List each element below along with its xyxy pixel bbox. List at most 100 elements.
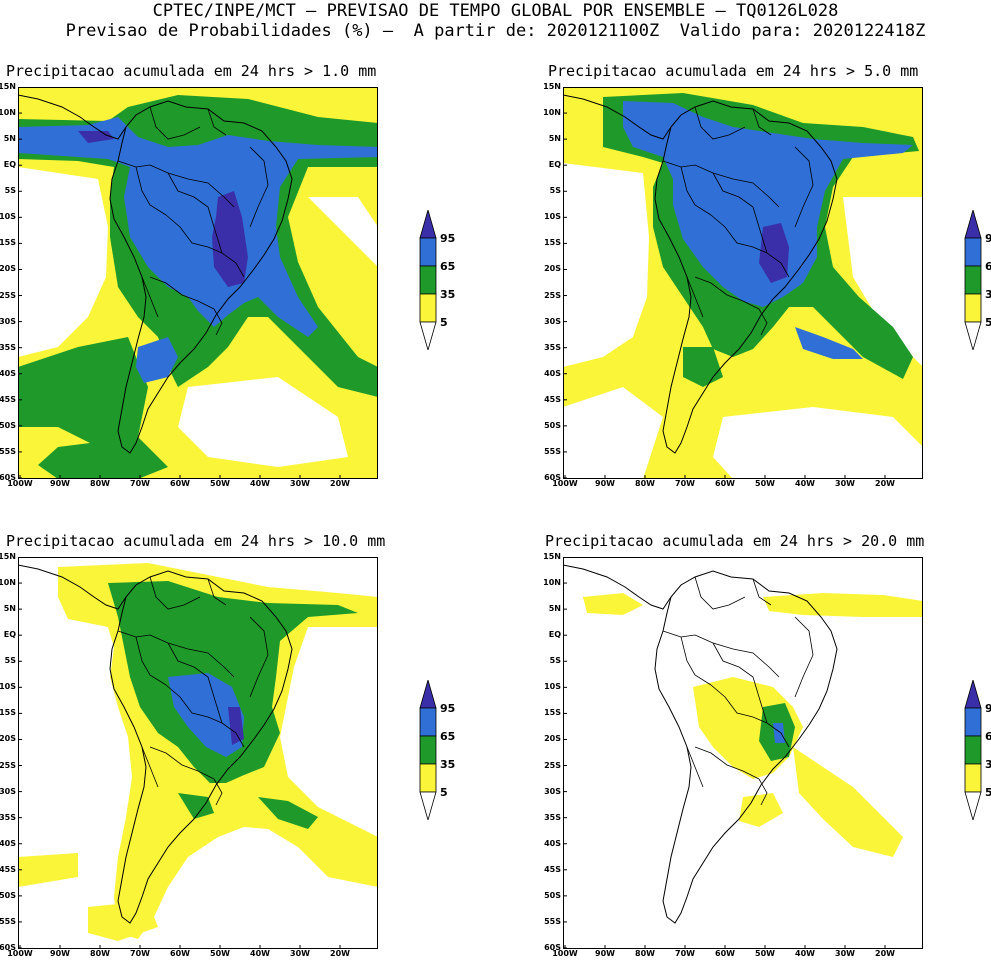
colorbar-label: 65 — [440, 730, 456, 743]
coastline — [654, 100, 838, 454]
lon-tick-label: 70W — [675, 479, 695, 488]
lon-tick-label: 30W — [290, 949, 310, 958]
lat-tick-label: 10N — [0, 108, 16, 118]
colorbar-graphic — [964, 678, 982, 822]
lat-tick-label: 35S — [0, 342, 16, 352]
probability-area — [623, 101, 913, 307]
probability-area — [713, 407, 923, 479]
lat-tick-label: EQ — [548, 160, 561, 170]
country-border — [686, 276, 704, 318]
colorbar-graphic — [419, 208, 437, 352]
lon-tick-label: 80W — [635, 479, 655, 488]
lat-tick-label: 55S — [544, 446, 561, 456]
probability-area — [739, 793, 783, 827]
country-border — [213, 778, 223, 806]
colorbar-segment — [419, 293, 437, 323]
colorbar-segment — [419, 265, 437, 295]
coastline — [109, 570, 293, 924]
colorbar-segment — [964, 707, 982, 737]
country-border — [794, 616, 814, 698]
lon-tick-label: 30W — [290, 479, 310, 488]
lat-tick-label: 15S — [544, 708, 561, 718]
colorbar-label: 95 — [985, 702, 991, 715]
lat-tick-label: 20S — [0, 264, 16, 274]
colorbar-label: 35 — [440, 758, 456, 771]
lat-tick-label: 20S — [544, 264, 561, 274]
probability-map-10mm — [18, 557, 378, 979]
probability-map-20mm — [563, 557, 923, 979]
country-border — [167, 172, 223, 254]
colorbar-segment — [964, 293, 982, 323]
colorbar-segment — [419, 678, 437, 709]
lon-tick-label: 70W — [130, 479, 150, 488]
map-frame — [563, 557, 923, 949]
country-border — [117, 160, 189, 180]
probability-area — [108, 581, 358, 783]
central-america-coastline — [563, 564, 672, 610]
probability-area — [18, 853, 78, 887]
country-border — [662, 160, 734, 180]
lon-tick-label: 100W — [7, 479, 33, 488]
country-border — [766, 252, 790, 278]
colorbar-segment — [419, 763, 437, 793]
lat-tick-label: 20S — [0, 734, 16, 744]
probability-area — [563, 163, 649, 367]
colorbar-3: 95 65 35 5 — [418, 678, 478, 822]
lat-tick-label: 5N — [548, 604, 561, 614]
lon-tick-label: 90W — [595, 949, 615, 958]
figure-subtitle: Previsao de Probabilidades (%) – A parti… — [65, 21, 926, 41]
map-canvas — [18, 557, 378, 949]
probability-map-1mm — [18, 87, 378, 509]
colorbar-segment — [964, 208, 982, 239]
colorbar-segment — [964, 763, 982, 793]
lat-tick-label: EQ — [548, 630, 561, 640]
lon-tick-label: 30W — [835, 479, 855, 488]
lon-tick-label: 70W — [675, 949, 695, 958]
colorbar-segment — [964, 791, 982, 822]
lat-tick-label: 50S — [544, 890, 561, 900]
map-frame — [563, 87, 923, 479]
country-border — [732, 178, 780, 208]
lat-tick-label: EQ — [3, 630, 16, 640]
country-border — [686, 746, 704, 788]
panel-title-3: Precipitacao acumulada em 24 hrs > 10.0 … — [6, 532, 386, 550]
country-border — [662, 630, 734, 650]
map-canvas — [563, 87, 923, 479]
colorbar-label: 95 — [440, 702, 456, 715]
colorbar-segment — [419, 791, 437, 822]
lat-tick-label: 10S — [544, 682, 561, 692]
lon-tick-label: 70W — [130, 949, 150, 958]
lat-tick-label: 40S — [544, 368, 561, 378]
country-border — [207, 578, 227, 606]
probability-map-5mm — [563, 87, 923, 509]
lon-tick-label: 20W — [875, 949, 895, 958]
lat-tick-label: 55S — [0, 916, 16, 926]
lon-tick-label: 40W — [250, 949, 270, 958]
country-border — [249, 616, 269, 698]
country-border — [149, 576, 201, 610]
lon-tick-label: 40W — [795, 479, 815, 488]
map-frame — [18, 557, 378, 949]
country-border — [141, 276, 159, 318]
country-border — [752, 578, 772, 606]
lat-tick-label: 50S — [544, 420, 561, 430]
country-border — [758, 778, 768, 806]
country-border — [710, 684, 768, 724]
colorbar-segment — [964, 237, 982, 267]
lat-tick-label: 30S — [0, 786, 16, 796]
country-border — [694, 106, 746, 140]
probability-area — [583, 593, 643, 615]
colorbar-label: 35 — [985, 288, 991, 301]
lat-tick-label: 10S — [0, 682, 16, 692]
lat-tick-label: 15N — [0, 82, 16, 91]
colorbar-segment — [964, 321, 982, 352]
probability-area — [168, 673, 244, 757]
lat-tick-label: 55S — [544, 916, 561, 926]
lat-tick-label: 15S — [0, 238, 16, 248]
country-border — [149, 746, 215, 780]
probability-area — [136, 337, 178, 383]
lat-tick-label: 50S — [0, 890, 16, 900]
lon-tick-label: 50W — [210, 949, 230, 958]
lon-tick-label: 50W — [755, 949, 775, 958]
country-border — [165, 214, 223, 254]
